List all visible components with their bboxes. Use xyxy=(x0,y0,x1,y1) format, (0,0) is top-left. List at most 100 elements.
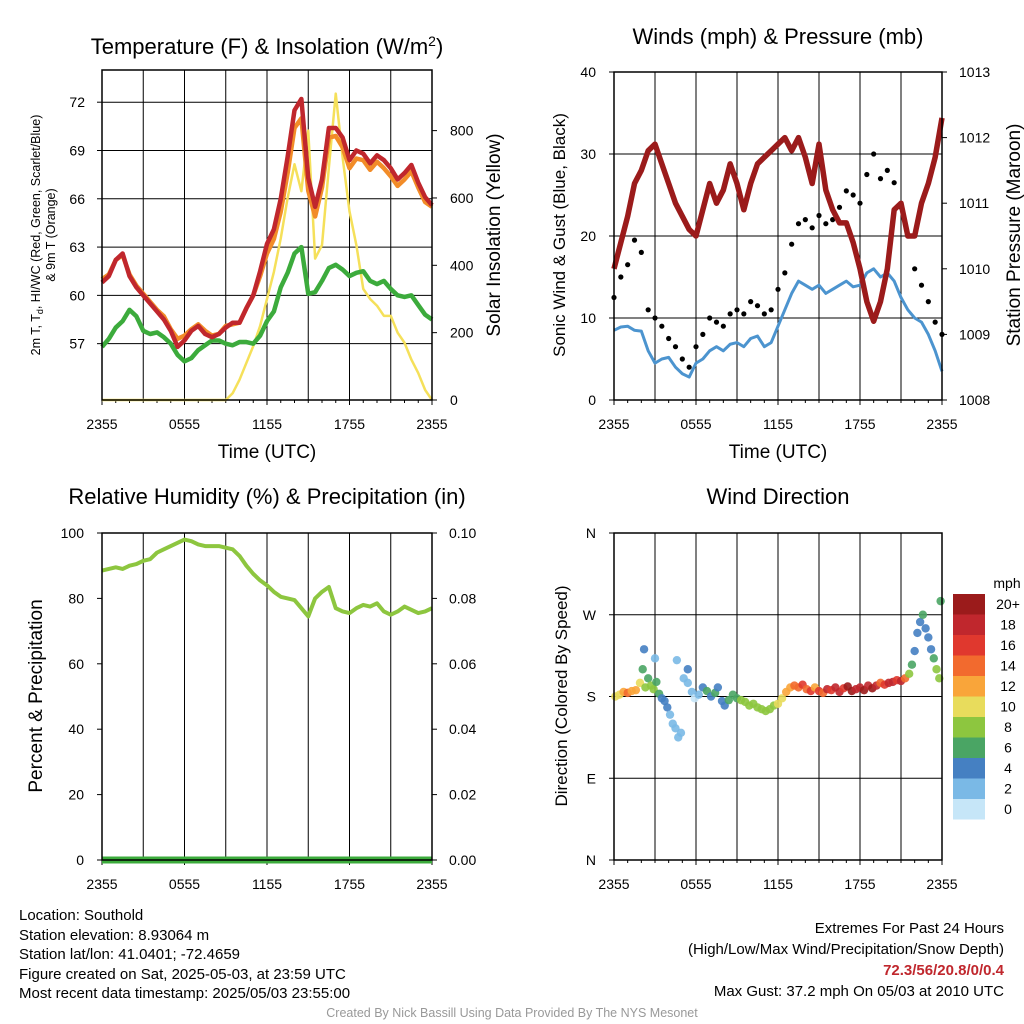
gust-point xyxy=(666,335,672,342)
x-tick-label: 2355 xyxy=(926,876,957,892)
gust-point xyxy=(618,274,624,280)
y-tick-label: 57 xyxy=(69,336,85,352)
y2-tick-label: 0.02 xyxy=(449,787,476,803)
y-tick-label: 69 xyxy=(69,142,85,158)
y2-tick-label: 0 xyxy=(450,392,458,408)
gust-point xyxy=(925,299,931,305)
winds-pressure-panel: Winds (mph) & Pressure (mb) Sonic Wind &… xyxy=(550,24,1024,463)
gust-point xyxy=(884,167,890,173)
insolation-y2-axis-label: Solar Insolation (Yellow) xyxy=(484,133,505,336)
y2-tick-label: 1013 xyxy=(959,64,990,80)
x-tick-label: 2355 xyxy=(598,416,629,432)
extremes-title: Extremes For Past 24 Hours xyxy=(814,920,1004,937)
y2-tick-label: 1012 xyxy=(959,130,990,146)
direction-point xyxy=(687,687,697,697)
colorbar-swatch xyxy=(953,635,985,656)
colorbar-unit-label: mph xyxy=(993,575,1020,591)
gust-point xyxy=(713,319,720,325)
gust-point xyxy=(741,311,747,317)
gust-point xyxy=(823,221,829,227)
gust-point xyxy=(775,286,781,292)
colorbar-label: 10 xyxy=(1000,699,1016,715)
y-tick-label: N xyxy=(586,852,596,868)
x-tick-label: 1155 xyxy=(763,876,793,892)
x-tick-label: 1155 xyxy=(252,876,282,892)
y2-tick-label: 1011 xyxy=(959,195,989,211)
extremes-info: Extremes For Past 24 Hours (High/Low/Max… xyxy=(688,918,1004,1002)
direction-point xyxy=(683,665,692,674)
humidity-y-axis-label: Percent & Precipitation xyxy=(26,599,47,792)
gust-point xyxy=(836,204,843,210)
extremes-subtitle: (High/Low/Max Wind/Precipitation/Snow De… xyxy=(688,941,1004,958)
direction-point xyxy=(932,665,941,674)
temperature-insolation-panel: Temperature (F) & Insolation (W/m2) 2m T… xyxy=(29,33,505,463)
colorbar-swatch xyxy=(953,696,985,717)
y-tick-label: 40 xyxy=(68,721,84,737)
gust-point xyxy=(734,307,740,313)
x-tick-label: 0555 xyxy=(680,876,711,892)
plot-border xyxy=(613,532,943,861)
direction-point xyxy=(777,694,787,703)
y-tick-label: 20 xyxy=(580,228,596,244)
direction-point xyxy=(713,683,723,692)
y-tick-label: 100 xyxy=(61,525,85,541)
colorbar-swatch xyxy=(953,778,985,799)
colorbar-swatch xyxy=(953,737,985,758)
direction-point xyxy=(683,678,692,688)
y-tick-label: 66 xyxy=(69,191,85,207)
y2-tick-label: 200 xyxy=(450,325,474,341)
y2-tick-label: 0.06 xyxy=(449,656,476,672)
gust-point xyxy=(679,356,685,362)
gust-point xyxy=(761,311,767,317)
gust-point xyxy=(857,200,863,206)
gust-point xyxy=(748,299,754,305)
y-tick-label: 20 xyxy=(68,787,84,803)
plot-border xyxy=(101,69,433,401)
winds-x-axis-label: Time (UTC) xyxy=(729,442,828,463)
temperature-y-axis-label: 2m T, Td, HI/WC (Red, Green, Scarlet/Blu… xyxy=(29,115,45,356)
colorbar-label: 14 xyxy=(1000,658,1016,674)
y2-tick-label: 0.08 xyxy=(449,590,476,606)
speed-colorbar: 20+ 18 16 14 12 10 8 6 4 2 0 xyxy=(953,594,1020,820)
x-tick-label: 2355 xyxy=(926,416,957,432)
y-tick-label: 40 xyxy=(580,64,596,80)
winds-chart-title: Winds (mph) & Pressure (mb) xyxy=(633,24,924,49)
gust-point xyxy=(850,192,856,198)
gust-point xyxy=(918,282,925,288)
gust-point xyxy=(754,303,761,309)
gust-point xyxy=(707,315,713,321)
gust-point xyxy=(789,241,795,247)
y-tick-label: W xyxy=(583,607,597,623)
direction-point xyxy=(660,696,669,706)
y-tick-label: 0 xyxy=(76,852,84,868)
y-tick-label: S xyxy=(587,689,596,705)
direction-point xyxy=(676,728,686,738)
x-tick-label: 1155 xyxy=(252,416,282,432)
plot-border xyxy=(101,532,433,861)
colorbar-label: 16 xyxy=(1000,637,1016,653)
gust-point xyxy=(843,188,849,194)
y-tick-label: 63 xyxy=(69,239,85,255)
colorbar-swatch xyxy=(953,799,985,820)
x-tick-label: 1155 xyxy=(763,416,793,432)
station-location: Location: Southold xyxy=(19,907,144,924)
x-tick-label: 1755 xyxy=(334,876,365,892)
x-tick-label: 0555 xyxy=(169,416,200,432)
colorbar-swatch xyxy=(953,758,985,779)
gust-point xyxy=(864,171,870,178)
colorbar-label: 0 xyxy=(1004,801,1012,817)
colorbar-label: 20+ xyxy=(996,596,1020,612)
colorbar-label: 6 xyxy=(1004,740,1012,756)
y2-tick-label: 1008 xyxy=(959,392,990,408)
wind-direction-chart-title: Wind Direction xyxy=(706,484,849,509)
gust-point xyxy=(659,323,665,329)
x-tick-label: 2355 xyxy=(416,876,447,892)
y-tick-label: 60 xyxy=(69,287,85,303)
gust-point xyxy=(700,331,706,337)
y2-tick-label: 400 xyxy=(450,257,474,273)
y-tick-label: 80 xyxy=(68,590,84,606)
gust-point xyxy=(727,311,733,317)
